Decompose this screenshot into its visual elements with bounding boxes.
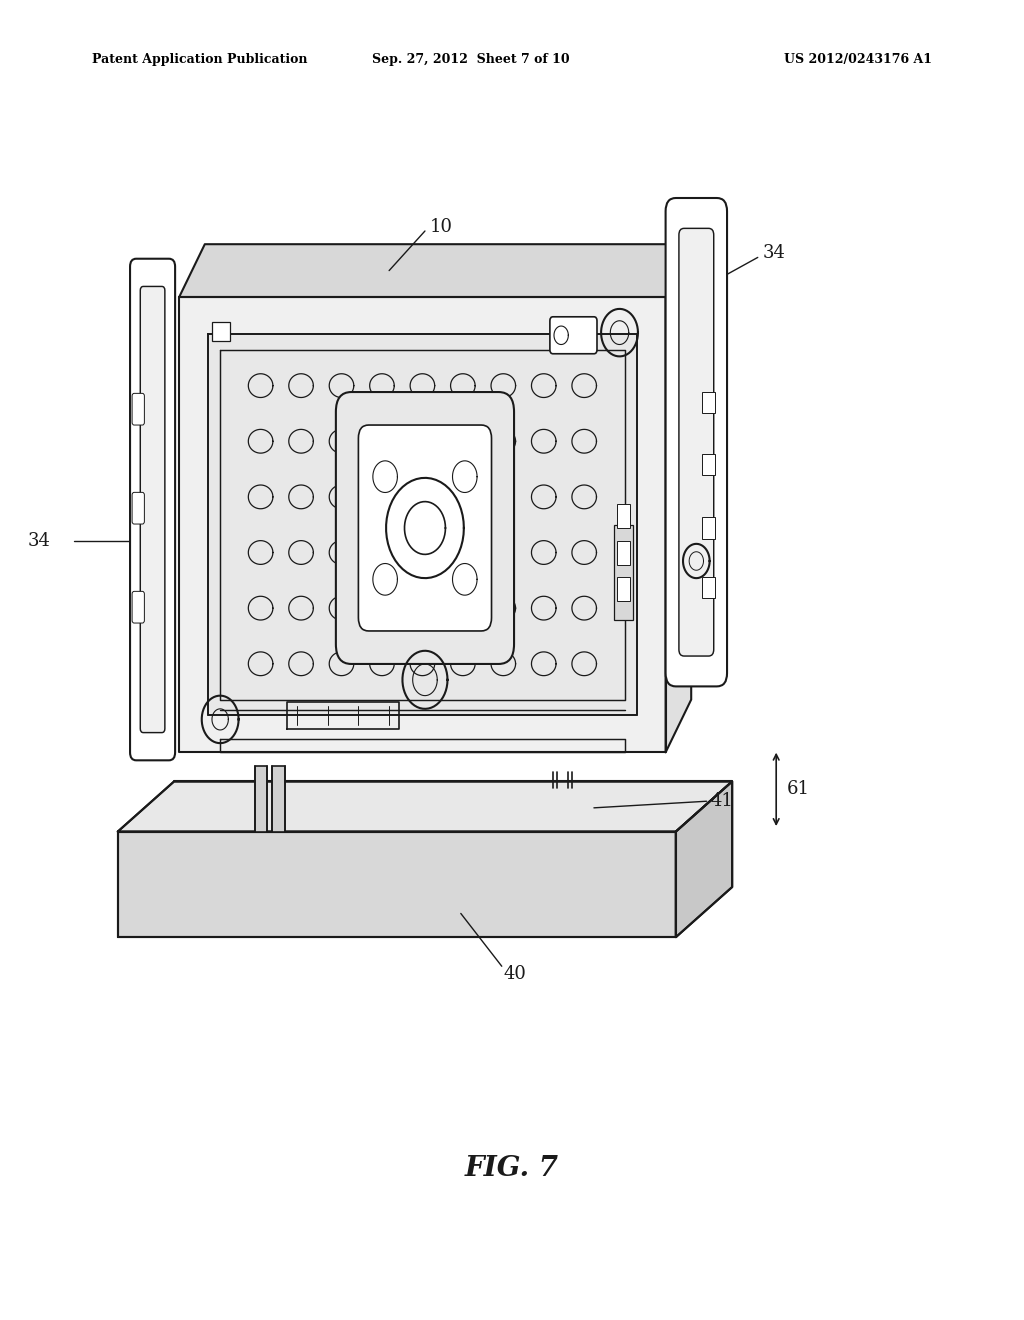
Bar [617, 577, 630, 601]
Text: 61: 61 [786, 780, 809, 799]
Polygon shape [272, 766, 285, 832]
Text: 34: 34 [763, 244, 785, 263]
FancyBboxPatch shape [550, 317, 597, 354]
Polygon shape [118, 832, 676, 937]
Polygon shape [676, 781, 732, 937]
FancyBboxPatch shape [132, 492, 144, 524]
Bar [614, 525, 633, 620]
Bar [702, 454, 715, 475]
Text: FIG. 7: FIG. 7 [465, 1155, 559, 1181]
Text: 10: 10 [430, 218, 453, 236]
Bar [702, 517, 715, 539]
FancyBboxPatch shape [132, 591, 144, 623]
FancyBboxPatch shape [132, 393, 144, 425]
FancyBboxPatch shape [358, 425, 492, 631]
Bar [702, 392, 715, 413]
Polygon shape [179, 297, 666, 752]
Polygon shape [118, 781, 732, 832]
Text: 41: 41 [711, 792, 733, 810]
FancyBboxPatch shape [130, 259, 175, 760]
Bar [702, 577, 715, 598]
Polygon shape [208, 334, 637, 715]
Bar [617, 504, 630, 528]
Text: Sep. 27, 2012  Sheet 7 of 10: Sep. 27, 2012 Sheet 7 of 10 [373, 53, 569, 66]
FancyBboxPatch shape [666, 198, 727, 686]
Bar [212, 322, 230, 341]
Text: 40: 40 [504, 965, 526, 983]
Polygon shape [255, 766, 267, 832]
Text: Patent Application Publication: Patent Application Publication [92, 53, 307, 66]
Polygon shape [666, 244, 691, 752]
FancyBboxPatch shape [140, 286, 165, 733]
Bar [617, 541, 630, 565]
FancyBboxPatch shape [679, 228, 714, 656]
Text: US 2012/0243176 A1: US 2012/0243176 A1 [783, 53, 932, 66]
Text: 34: 34 [28, 532, 50, 550]
Polygon shape [179, 244, 691, 297]
FancyBboxPatch shape [336, 392, 514, 664]
